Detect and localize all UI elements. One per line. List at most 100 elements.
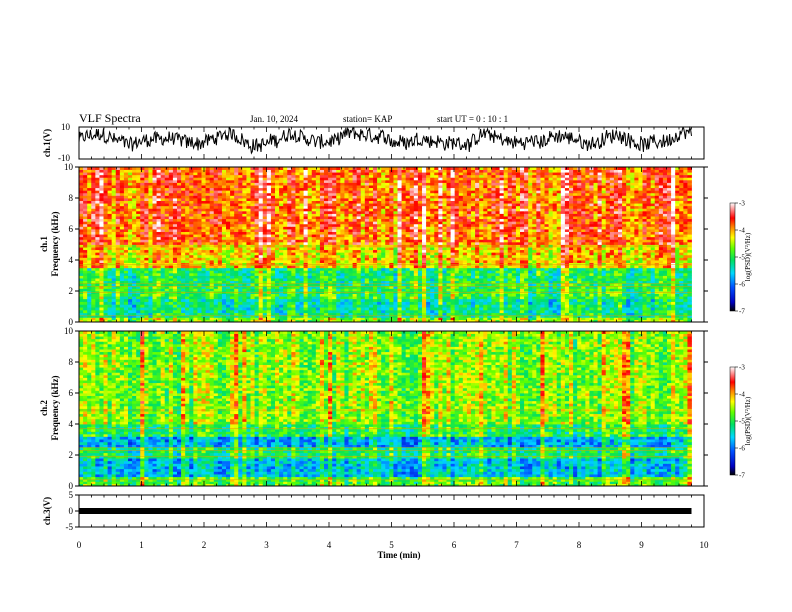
spectrogram-cell [675, 236, 680, 240]
spectrogram-cell [283, 270, 288, 274]
spectrogram-cell [593, 236, 598, 240]
spectrogram-cell [258, 296, 264, 300]
spectrogram-cell [560, 249, 566, 253]
spectrogram-cell [373, 285, 378, 289]
spectrogram-cell [217, 239, 223, 243]
spectrogram-cell [226, 257, 231, 261]
spectrogram-cell [422, 317, 427, 321]
spectrogram-cell [107, 319, 113, 323]
spectrogram-cell [544, 319, 549, 323]
spectrogram-cell [238, 272, 243, 276]
spectrogram-cell [307, 285, 313, 289]
spectrogram-cell [197, 293, 202, 297]
spectrogram-cell [87, 280, 92, 284]
spectrogram-cell [136, 285, 141, 289]
spectrogram-cell [95, 270, 100, 274]
spectrogram-cell [193, 278, 198, 282]
spectrogram-cell [642, 236, 647, 240]
spectrogram-cell [434, 296, 439, 300]
spectrogram-cell [475, 280, 480, 284]
spectrogram-cell [144, 239, 149, 243]
spectrogram-cell [189, 280, 194, 284]
spectrogram-cell [356, 283, 362, 287]
spectrogram-cell [164, 293, 170, 297]
spectrogram-cell [605, 254, 611, 258]
spectrogram-cell [270, 288, 276, 292]
spectrogram-cell [160, 234, 166, 238]
spectrogram-cell [181, 317, 186, 321]
spectrogram-cell [168, 317, 174, 321]
spectrogram-cell [426, 280, 431, 284]
spectrogram-cell [246, 307, 251, 311]
spectrogram-cell [564, 293, 570, 297]
spectrogram-cell [205, 301, 211, 305]
spectrogram-cell [79, 280, 84, 284]
spectrogram-cell [377, 280, 382, 284]
spectrogram-cell [487, 307, 492, 311]
spectrogram-cell [295, 304, 300, 308]
spectrogram-cell [667, 241, 672, 245]
spectrogram-cell [422, 272, 427, 276]
spectrogram-cell [662, 280, 668, 284]
spectrogram-cell [675, 307, 680, 311]
spectrogram-cell [328, 254, 333, 258]
spectrogram-cell [401, 285, 407, 289]
spectrogram-cell [164, 301, 170, 305]
spectrogram-cell [172, 249, 178, 253]
spectrogram-cell [381, 275, 386, 279]
spectrogram-cell [377, 275, 382, 279]
spectrogram-cell [671, 296, 676, 300]
spectrogram-cell [221, 260, 227, 263]
spectrogram-cell [593, 272, 598, 276]
spectrogram-cell [446, 315, 451, 318]
spectrogram-cell [311, 252, 317, 256]
spectrogram-cell [123, 283, 129, 287]
spectrogram-cell [368, 296, 374, 300]
spectrogram-cell [564, 288, 570, 292]
spectrogram-cell [458, 247, 464, 251]
spectrogram-cell [221, 301, 227, 305]
spectrogram-cell [238, 296, 243, 300]
spectrogram-cell [564, 254, 570, 258]
spectrogram-cell [491, 272, 496, 276]
spectrogram-cell [687, 317, 692, 321]
spectrogram-cell [597, 293, 603, 297]
spectrogram-cell [454, 239, 460, 243]
spectrogram-cell [373, 307, 378, 311]
spectrogram-cell [119, 241, 125, 245]
spectrogram-cell [675, 298, 680, 302]
spectrogram-cell [573, 298, 578, 302]
spectrogram-cell [205, 247, 211, 251]
spectrogram-cell [556, 257, 562, 261]
spectrogram-cell [213, 312, 219, 316]
spectrogram-cell [597, 254, 603, 258]
spectrogram-cell [246, 239, 251, 243]
spectrogram-cell [234, 278, 239, 282]
spectrogram-cell [642, 267, 647, 271]
spectrogram-cell [630, 236, 635, 240]
spectrogram-cell [426, 236, 431, 240]
spectrogram-cell [181, 249, 186, 253]
spectrogram-cell [544, 304, 549, 308]
spectrogram-cell [417, 267, 423, 271]
spectrogram-cell [438, 312, 443, 316]
spectrogram-cell [438, 298, 443, 302]
spectrogram-cell [544, 307, 549, 311]
spectrogram-cell [356, 285, 362, 289]
spectrogram-cell [520, 307, 525, 311]
spectrogram-cell [123, 234, 129, 238]
spectrogram-cell [328, 241, 333, 245]
spectrogram-cell [585, 280, 590, 284]
spectrogram-cell [532, 315, 537, 318]
spectrogram-cell [434, 257, 439, 261]
spectrogram-cell [217, 309, 223, 314]
spectrogram-cell [507, 249, 513, 253]
spectrogram-cell [283, 283, 288, 287]
spectrogram-cell [324, 241, 329, 245]
spectrogram-cell [181, 280, 186, 284]
spectrogram-cell [103, 283, 108, 287]
spectrogram-cell [662, 278, 668, 282]
spectrogram-cell [401, 283, 407, 287]
spectrogram-cell [140, 260, 145, 263]
spectrogram-cell [319, 262, 325, 266]
